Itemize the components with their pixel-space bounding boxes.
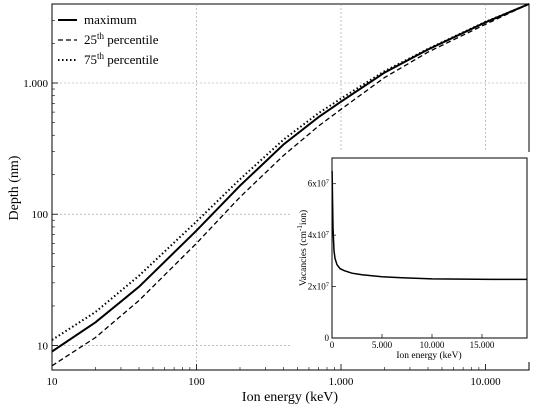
inset-series-lines: [331, 170, 527, 281]
legend-label-sup: th: [97, 31, 105, 41]
legend-label-sup: th: [97, 51, 105, 61]
inset-y-tick-sup: 7: [326, 230, 330, 237]
inset-x-axis-label: Ion energy (keV): [396, 350, 461, 361]
inset-y-tick-base: 4x10: [308, 230, 327, 240]
inset-y-axis-label: Vacancies (cm-1ion): [296, 210, 309, 286]
inset-y-tick-sup: 7: [326, 281, 330, 288]
inset-y-axis-label-sup: -1: [296, 225, 304, 231]
main-x-axis-label: Ion energy (keV): [242, 390, 338, 405]
legend-label-rest: percentile: [104, 32, 159, 47]
main-y-tick-label: 100: [32, 209, 49, 221]
main-x-tick-label: 1.000: [329, 376, 354, 388]
inset-x-tick-label: 5.000: [372, 340, 393, 350]
legend-label-0: maximum: [84, 12, 137, 27]
inset-y-tick-label: 2x107: [308, 281, 330, 292]
main-y-tick-labels: 10 100 1.000: [23, 78, 48, 352]
inset-background: [290, 152, 532, 362]
inset-y-tick-label: 6x107: [308, 178, 330, 189]
inset-plot-frame: [331, 157, 528, 339]
inset-x-tick-labels: 0 5.000 10.000 15.000: [330, 334, 495, 350]
inset-y-tick-label: 0: [325, 333, 330, 343]
inset-x-tick-label: 15.000: [470, 340, 495, 350]
main-series-lines: [51, 3, 530, 367]
inset-series-line-0: [331, 170, 527, 281]
legend-label-rest: percentile: [104, 52, 159, 67]
main-x-tick-label: 10.000: [470, 376, 501, 388]
legend-label-2: 75th percentile: [84, 51, 159, 67]
legend-label-base: maximum: [84, 12, 137, 27]
legend-label-base: 75: [84, 52, 97, 67]
inset-y-tick-base: 0: [325, 333, 330, 343]
legend-label-1: 25th percentile: [84, 31, 159, 47]
main-series-line-1: [51, 3, 530, 367]
legend-label-base: 25: [84, 32, 97, 47]
inset-y-axis-label-text: Vacancies (cm: [298, 230, 309, 286]
inset-y-tick-sup: 7: [326, 178, 330, 185]
main-y-tick-label: 1.000: [23, 78, 48, 90]
main-x-tick-labels: 10 100 1.000 10.000: [47, 376, 502, 388]
inset-y-axis-label-end: ion): [298, 210, 309, 225]
main-x-tick-label: 10: [47, 376, 59, 388]
inset-y-tick-base: 2x10: [308, 282, 327, 292]
inset-y-tick-base: 6x10: [308, 179, 327, 189]
main-series-line-2: [51, 3, 530, 341]
inset-x-tick-label: 0: [330, 340, 335, 350]
main-y-axis-label: Depth (nm): [7, 155, 22, 220]
main-y-tick-label: 10: [37, 340, 49, 352]
inset-x-tick-label: 10.000: [420, 340, 445, 350]
main-x-tick-label: 100: [188, 376, 205, 388]
inset-y-tick-label: 4x107: [308, 230, 330, 241]
